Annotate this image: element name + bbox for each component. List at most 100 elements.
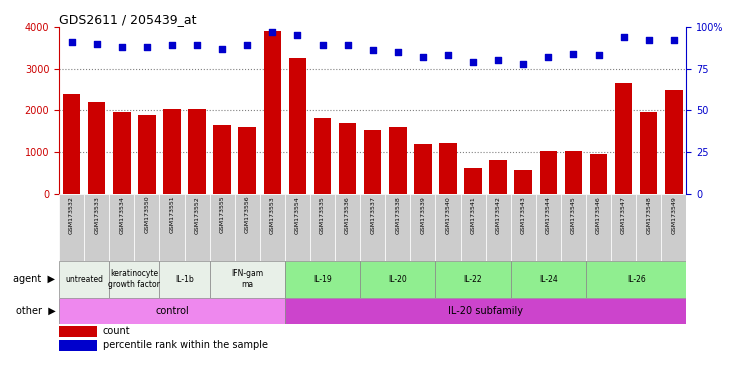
Text: GSM173541: GSM173541: [471, 196, 475, 233]
Bar: [63, 94, 80, 194]
Bar: [410, 194, 435, 261]
Bar: [590, 154, 607, 194]
Bar: [113, 113, 131, 194]
Bar: [213, 125, 231, 194]
Bar: [59, 298, 285, 324]
Bar: [435, 194, 461, 261]
Text: IL-1b: IL-1b: [175, 275, 194, 284]
Bar: [260, 194, 285, 261]
Bar: [385, 194, 410, 261]
Point: [593, 52, 604, 58]
Bar: [360, 261, 435, 298]
Bar: [339, 123, 356, 194]
Bar: [163, 109, 181, 194]
Point: [216, 46, 228, 52]
Bar: [461, 194, 486, 261]
Bar: [59, 326, 97, 337]
Bar: [235, 194, 260, 261]
Bar: [464, 167, 482, 194]
Bar: [289, 58, 306, 194]
Text: IL-22: IL-22: [463, 275, 483, 284]
Bar: [159, 261, 210, 298]
Text: GSM173539: GSM173539: [421, 196, 425, 234]
Bar: [285, 298, 686, 324]
Bar: [439, 143, 457, 194]
Point: [367, 47, 379, 53]
Bar: [435, 261, 511, 298]
Bar: [514, 170, 532, 194]
Bar: [138, 114, 156, 194]
Text: percentile rank within the sample: percentile rank within the sample: [103, 340, 268, 350]
Bar: [511, 261, 586, 298]
Text: GSM173536: GSM173536: [345, 196, 350, 233]
Bar: [210, 261, 285, 298]
Bar: [414, 144, 432, 194]
Bar: [364, 130, 382, 194]
Point: [517, 61, 529, 67]
Point: [442, 52, 454, 58]
Bar: [238, 127, 256, 194]
Bar: [210, 194, 235, 261]
Text: IL-26: IL-26: [627, 275, 646, 284]
Text: GSM173544: GSM173544: [546, 196, 551, 234]
Bar: [263, 31, 281, 194]
Bar: [536, 194, 561, 261]
Bar: [360, 194, 385, 261]
Bar: [389, 127, 407, 194]
Bar: [586, 261, 686, 298]
Text: GSM173543: GSM173543: [521, 196, 525, 234]
Point: [417, 54, 429, 60]
Point: [141, 44, 153, 50]
Text: GSM173542: GSM173542: [496, 196, 500, 234]
Bar: [335, 194, 360, 261]
Text: GSM173532: GSM173532: [69, 196, 74, 234]
Point: [91, 40, 103, 46]
Bar: [640, 112, 658, 194]
Text: GSM173551: GSM173551: [170, 196, 174, 233]
Point: [568, 51, 579, 57]
Point: [66, 39, 77, 45]
Text: GSM173550: GSM173550: [145, 196, 149, 233]
Text: IL-20 subfamily: IL-20 subfamily: [448, 306, 523, 316]
Text: GDS2611 / 205439_at: GDS2611 / 205439_at: [59, 13, 196, 26]
Bar: [159, 194, 184, 261]
Text: GSM173533: GSM173533: [94, 196, 99, 234]
Text: other  ▶: other ▶: [15, 306, 55, 316]
Text: GSM173549: GSM173549: [672, 196, 676, 234]
Bar: [285, 261, 360, 298]
Bar: [539, 151, 557, 194]
Point: [618, 34, 630, 40]
Point: [317, 42, 328, 48]
Text: GSM173548: GSM173548: [646, 196, 651, 233]
Bar: [565, 151, 582, 194]
Bar: [59, 261, 109, 298]
Point: [166, 42, 178, 48]
Bar: [188, 109, 206, 194]
Point: [116, 44, 128, 50]
Text: GSM173545: GSM173545: [571, 196, 576, 233]
Text: GSM173546: GSM173546: [596, 196, 601, 233]
Point: [191, 42, 203, 48]
Text: IL-19: IL-19: [313, 275, 332, 284]
Text: count: count: [103, 326, 131, 336]
Point: [668, 37, 680, 43]
Bar: [561, 194, 586, 261]
Bar: [611, 194, 636, 261]
Text: IFN-gam
ma: IFN-gam ma: [231, 270, 263, 289]
Text: GSM173555: GSM173555: [220, 196, 224, 233]
Point: [542, 54, 554, 60]
Text: GSM173537: GSM173537: [370, 196, 375, 234]
Bar: [636, 194, 661, 261]
Text: GSM173535: GSM173535: [320, 196, 325, 233]
Point: [342, 42, 354, 48]
Text: GSM173552: GSM173552: [195, 196, 199, 233]
Bar: [84, 194, 109, 261]
Bar: [489, 160, 507, 194]
Point: [241, 42, 253, 48]
Bar: [586, 194, 611, 261]
Bar: [285, 194, 310, 261]
Bar: [59, 194, 84, 261]
Point: [292, 32, 303, 38]
Text: GSM173553: GSM173553: [270, 196, 275, 233]
Bar: [314, 118, 331, 194]
